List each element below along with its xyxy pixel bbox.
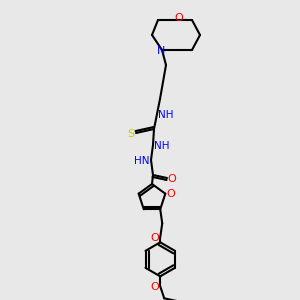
Text: N: N	[157, 46, 165, 56]
Text: O: O	[175, 13, 183, 23]
Text: S: S	[128, 129, 135, 139]
Text: NH: NH	[154, 141, 170, 151]
Text: HN: HN	[134, 156, 150, 166]
Text: O: O	[166, 189, 175, 199]
Text: NH: NH	[158, 110, 174, 120]
Text: O: O	[168, 174, 176, 184]
Text: O: O	[151, 233, 160, 243]
Text: O: O	[151, 282, 160, 292]
